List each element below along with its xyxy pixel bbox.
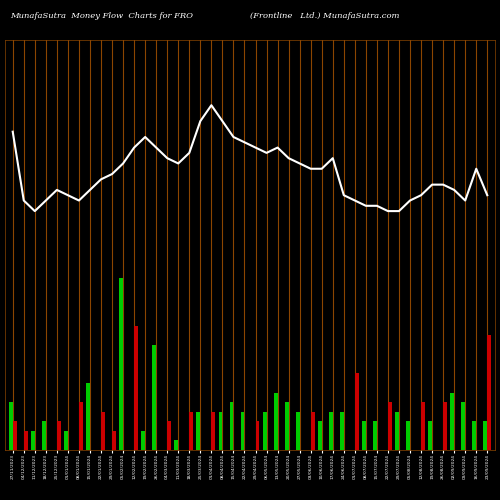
Bar <box>428 422 432 450</box>
Bar <box>262 412 266 450</box>
Bar <box>152 345 156 450</box>
Bar <box>340 412 344 450</box>
Bar <box>240 412 244 450</box>
Bar <box>395 412 399 450</box>
Bar <box>57 422 60 450</box>
Bar <box>167 422 171 450</box>
Bar <box>329 412 333 450</box>
Bar <box>285 402 288 450</box>
Bar <box>443 402 447 450</box>
Bar <box>101 412 105 450</box>
Bar <box>79 402 83 450</box>
Bar <box>12 422 16 450</box>
Bar <box>484 422 488 450</box>
Bar <box>421 402 425 450</box>
Bar <box>488 335 491 450</box>
Bar <box>24 431 28 450</box>
Text: (Frontline   Ltd.) MunafaSutra.com: (Frontline Ltd.) MunafaSutra.com <box>250 12 400 20</box>
Bar <box>462 402 465 450</box>
Bar <box>134 326 138 450</box>
Bar <box>362 422 366 450</box>
Text: MunafaSutra  Money Flow  Charts for FRO: MunafaSutra Money Flow Charts for FRO <box>10 12 193 20</box>
Bar <box>196 412 200 450</box>
Bar <box>355 374 358 450</box>
Bar <box>86 383 90 450</box>
Bar <box>230 402 234 450</box>
Bar <box>174 440 178 450</box>
Bar <box>256 422 260 450</box>
Bar <box>42 422 46 450</box>
Bar <box>112 431 116 450</box>
Bar <box>310 412 314 450</box>
Bar <box>472 422 476 450</box>
Bar <box>406 422 410 450</box>
Bar <box>450 392 454 450</box>
Bar <box>31 431 35 450</box>
Bar <box>318 422 322 450</box>
Bar <box>274 392 278 450</box>
Bar <box>212 412 215 450</box>
Bar <box>9 402 13 450</box>
Bar <box>190 412 193 450</box>
Bar <box>119 278 123 450</box>
Bar <box>296 412 300 450</box>
Bar <box>64 431 68 450</box>
Bar <box>388 402 392 450</box>
Bar <box>142 431 145 450</box>
Bar <box>218 412 222 450</box>
Bar <box>373 422 377 450</box>
